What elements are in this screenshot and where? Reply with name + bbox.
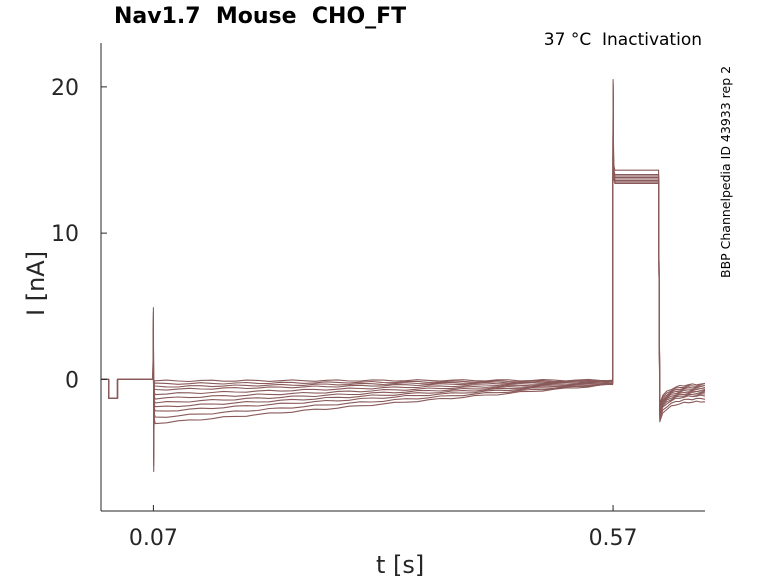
current-trace-sweep-3 bbox=[101, 84, 706, 461]
x-axis-label: t [s] bbox=[376, 551, 425, 579]
current-traces bbox=[101, 79, 706, 473]
axes: 0 10 20 0.07 0.57 bbox=[51, 43, 705, 551]
current-trace-sweep-2 bbox=[101, 81, 706, 467]
chart-title: Nav1.7 Mouse CHO_FT bbox=[114, 4, 407, 29]
x-tick-label: 0.57 bbox=[589, 526, 638, 551]
y-tick-label: 10 bbox=[51, 222, 79, 247]
chart-subtitle: 37 °C Inactivation bbox=[543, 30, 702, 50]
y-tick-label: 0 bbox=[65, 368, 79, 393]
x-tick-label: 0.07 bbox=[129, 526, 178, 551]
current-trace-sweep-9 bbox=[101, 102, 706, 426]
current-trace-sweep-1 bbox=[101, 79, 706, 473]
current-trace-sweep-11 bbox=[101, 108, 706, 425]
current-trace-sweep-6 bbox=[101, 93, 706, 443]
current-trace-sweep-10 bbox=[101, 105, 706, 420]
y-tick-label: 20 bbox=[51, 76, 79, 101]
